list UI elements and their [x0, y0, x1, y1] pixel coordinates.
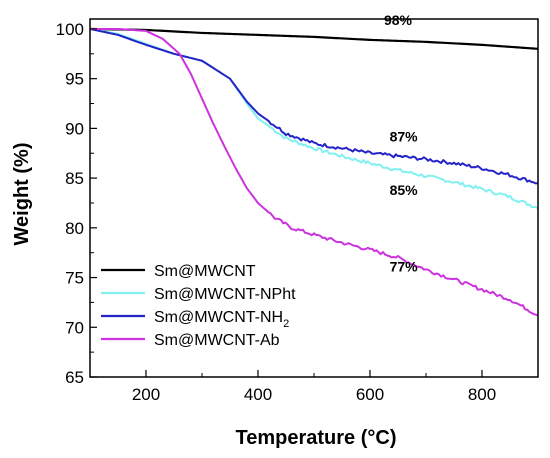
x-tick-label: 200 — [132, 385, 160, 404]
y-tick-label: 90 — [65, 119, 84, 138]
y-tick-label: 70 — [65, 318, 84, 337]
y-tick-label: 95 — [65, 70, 84, 89]
series-line-1 — [89, 27, 539, 209]
percent-annotation: 85% — [390, 182, 419, 198]
y-axis-label: Weight (%) — [11, 143, 33, 246]
y-tick-label: 80 — [65, 219, 84, 238]
percent-annotation: 77% — [390, 259, 419, 275]
x-tick-label: 400 — [244, 385, 272, 404]
series-line-0 — [89, 27, 539, 50]
legend-label: Sm@MWCNT-NH2 — [154, 309, 289, 330]
percent-annotation: 98% — [384, 12, 413, 28]
percent-annotation: 87% — [390, 128, 419, 144]
legend-label: Sm@MWCNT-NPht — [154, 286, 296, 303]
y-tick-label: 75 — [65, 269, 84, 288]
legend-label: Sm@MWCNT-Ab — [154, 332, 280, 349]
x-tick-label: 800 — [468, 385, 496, 404]
series-line-2 — [89, 27, 539, 185]
y-tick-label: 65 — [65, 368, 84, 387]
y-tick-label: 100 — [56, 20, 84, 39]
series-line-3 — [90, 27, 539, 317]
x-axis-label: Temperature (°C) — [236, 427, 397, 449]
annotations: 98% 87% 85% 77% — [384, 12, 418, 275]
y-tick-label: 85 — [65, 169, 84, 188]
legend: Sm@MWCNT Sm@MWCNT-NPht Sm@MWCNT-NH2 Sm@MWCN… — [101, 263, 296, 349]
legend-label: Sm@MWCNT — [154, 263, 256, 280]
axis-ticks: 200 400 600 800 65 70 75 80 85 90 95 100 — [56, 20, 539, 404]
x-tick-label: 600 — [356, 385, 384, 404]
series-lines — [89, 27, 539, 317]
